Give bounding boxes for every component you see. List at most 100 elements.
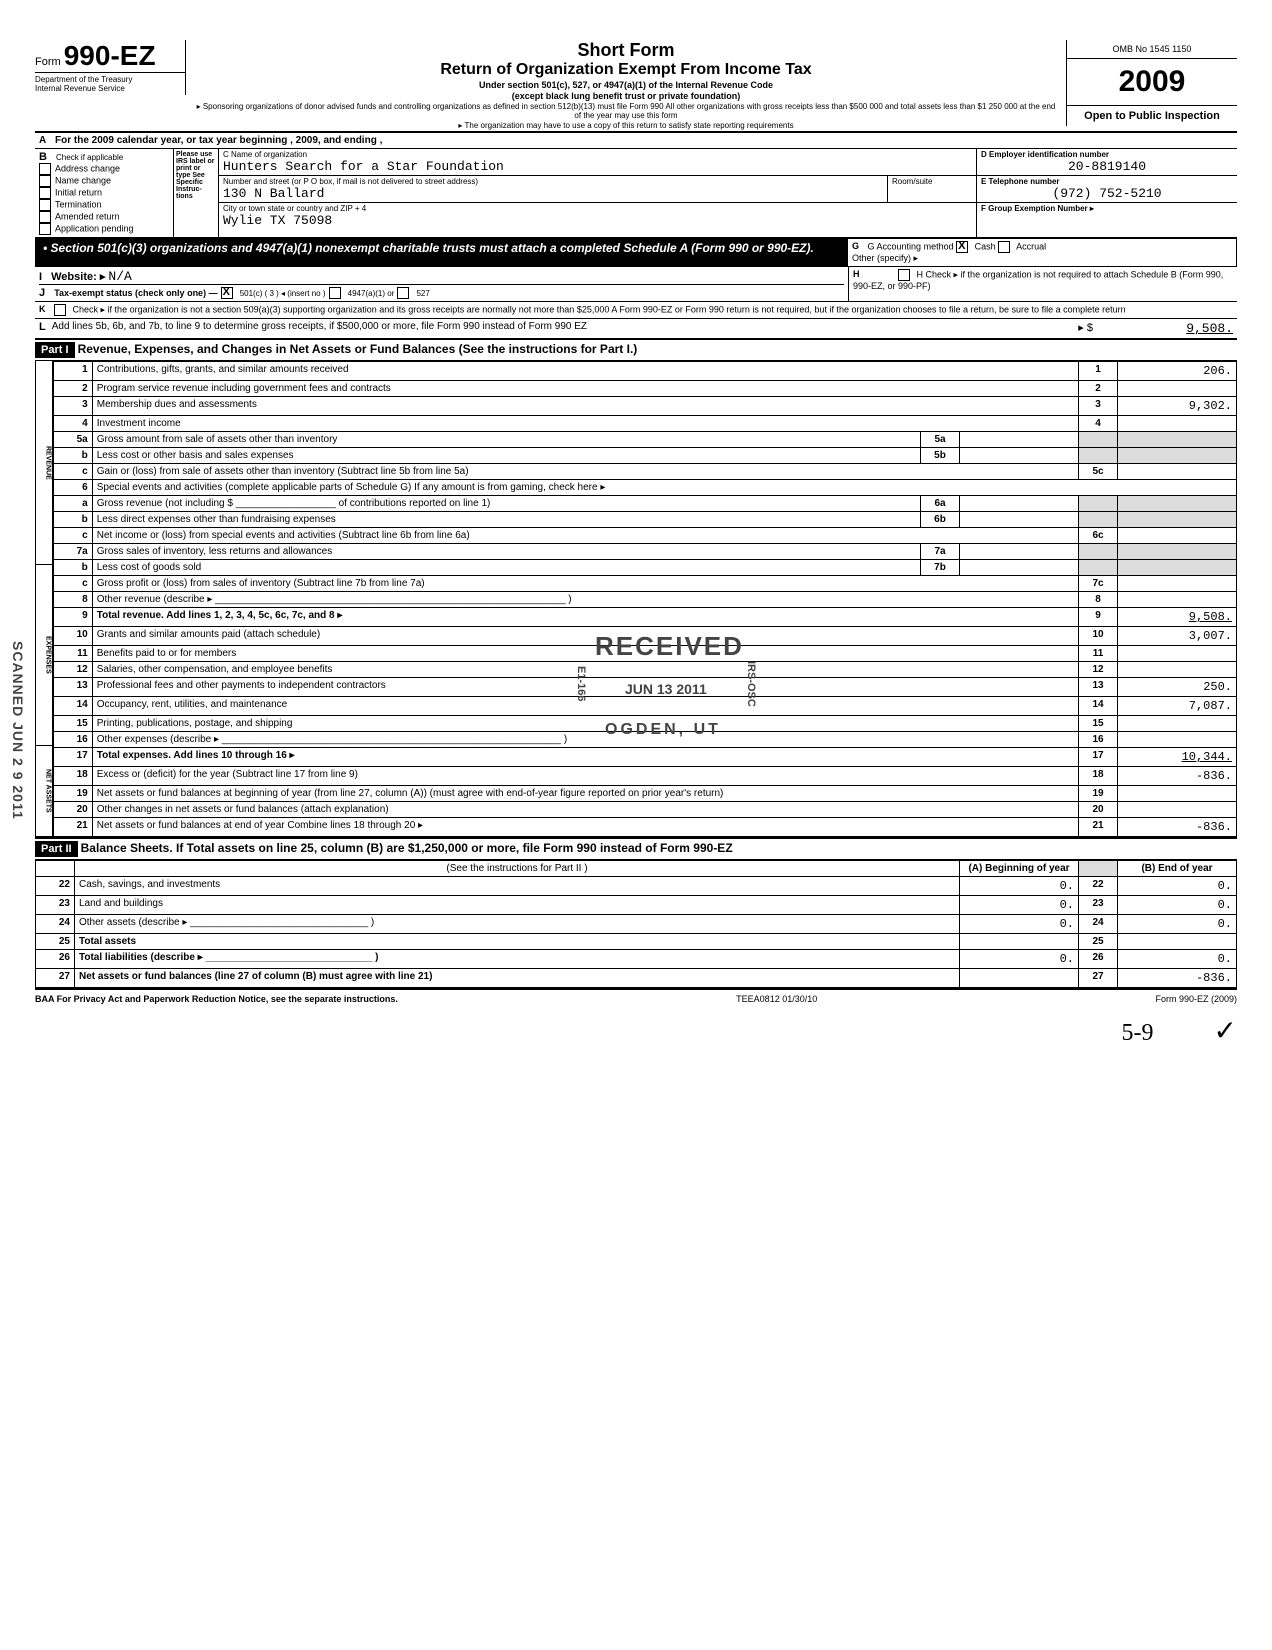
- line-text: Net assets or fund balances at end of ye…: [92, 818, 1078, 837]
- check-termination[interactable]: [39, 199, 51, 211]
- shade: [1118, 560, 1237, 576]
- line-number: b: [53, 448, 92, 464]
- line-box: 27: [1079, 969, 1118, 988]
- line-text: Net assets or fund balances (line 27 of …: [75, 969, 960, 988]
- line-number: b: [53, 512, 92, 528]
- label-j: J: [39, 287, 45, 299]
- check-accrual[interactable]: [998, 241, 1010, 253]
- col-b-amount: 0.: [1118, 877, 1237, 896]
- line-text: Gross revenue (not including $ _________…: [92, 496, 920, 512]
- line-box: 12: [1079, 662, 1118, 678]
- line-number: 27: [36, 969, 75, 988]
- line-number: 22: [36, 877, 75, 896]
- line-box: 22: [1079, 877, 1118, 896]
- line-number: 11: [53, 646, 92, 662]
- j-4947: 4947(a)(1) or: [348, 289, 395, 298]
- check-address-change[interactable]: [39, 163, 51, 175]
- label-h: H: [853, 269, 860, 279]
- line-amount: [1118, 786, 1237, 802]
- group-exempt-label: F Group Exemption Number ▸: [981, 204, 1233, 213]
- table-row: 8Other revenue (describe ▸ _____________…: [53, 592, 1236, 608]
- table-row: cNet income or (loss) from special event…: [53, 528, 1236, 544]
- shade: [1079, 512, 1118, 528]
- mid-box: 7b: [921, 560, 960, 576]
- table-row: 21Net assets or fund balances at end of …: [53, 818, 1236, 837]
- line-number: 4: [53, 416, 92, 432]
- part2-colB: (B) End of year: [1118, 861, 1237, 877]
- line-box: 24: [1079, 915, 1118, 934]
- col-b-amount: 0.: [1118, 950, 1237, 969]
- col-b-amount: [1118, 934, 1237, 950]
- table-row: 17Total expenses. Add lines 10 through 1…: [53, 748, 1236, 767]
- check-4947[interactable]: [329, 287, 341, 299]
- line-text: Total assets: [75, 934, 960, 950]
- line-box: 18: [1079, 767, 1118, 786]
- part1-title: Revenue, Expenses, and Changes in Net As…: [78, 342, 638, 356]
- line-amount: 7,087.: [1118, 697, 1237, 716]
- line-amount: 3,007.: [1118, 627, 1237, 646]
- mid-amount: [960, 560, 1079, 576]
- line-box: 10: [1079, 627, 1118, 646]
- mid-box: 7a: [921, 544, 960, 560]
- line-number: 1: [53, 362, 92, 381]
- small-note-2: ▸ The organization may have to use a cop…: [196, 121, 1056, 130]
- addr-label: Number and street (or P O box, if mail i…: [223, 177, 883, 186]
- check-amended[interactable]: [39, 211, 51, 223]
- label-i: I: [39, 271, 42, 283]
- check-527[interactable]: [397, 287, 409, 299]
- check-pending[interactable]: [39, 223, 51, 235]
- table-row: 4Investment income4: [53, 416, 1236, 432]
- k-text: Check ▸ if the organization is not a sec…: [73, 304, 1126, 314]
- col-a-amount: 0.: [960, 896, 1079, 915]
- line-text: Benefits paid to or for members: [92, 646, 1078, 662]
- line-box: 14: [1079, 697, 1118, 716]
- j-label: Tax-exempt status (check only one) —: [54, 288, 217, 298]
- line-number: 8: [53, 592, 92, 608]
- b-item-3: Termination: [55, 199, 102, 209]
- phone-val: (972) 752-5210: [981, 186, 1233, 201]
- part1-label: Part I: [35, 342, 75, 358]
- vert-netassets: NET ASSETS: [35, 746, 53, 837]
- line-amount: 9,508.: [1118, 608, 1237, 627]
- line-box: 8: [1079, 592, 1118, 608]
- shade: [1079, 496, 1118, 512]
- line-amount: 9,302.: [1118, 397, 1237, 416]
- line-text: Excess or (deficit) for the year (Subtra…: [92, 767, 1078, 786]
- line-text: Total liabilities (describe ▸ __________…: [75, 950, 960, 969]
- line-text: Salaries, other compensation, and employ…: [92, 662, 1078, 678]
- b-item-0: Address change: [55, 163, 120, 173]
- mid-box: 6b: [921, 512, 960, 528]
- col-b-amount: 0.: [1118, 896, 1237, 915]
- dept-treasury: Department of the Treasury: [35, 72, 185, 84]
- col-a-amount: 0.: [960, 915, 1079, 934]
- check-h[interactable]: [898, 269, 910, 281]
- line-box: 26: [1079, 950, 1118, 969]
- table-row: 22Cash, savings, and investments0.220.: [36, 877, 1237, 896]
- form-label: Form: [35, 56, 61, 68]
- line-number: c: [53, 464, 92, 480]
- label-k: K: [39, 304, 46, 314]
- addr-val: 130 N Ballard: [223, 186, 883, 201]
- mid-amount: [960, 544, 1079, 560]
- check-k[interactable]: [54, 304, 66, 316]
- website-val: N/A: [108, 269, 131, 284]
- table-row: 2Program service revenue including gover…: [53, 381, 1236, 397]
- small-note-1: ▸ Sponsoring organizations of donor advi…: [196, 102, 1056, 120]
- line-number: 21: [53, 818, 92, 837]
- table-row: 20Other changes in net assets or fund ba…: [53, 802, 1236, 818]
- line-box: 20: [1079, 802, 1118, 818]
- shade: [1079, 432, 1118, 448]
- g-acct-method: G Accounting method: [868, 241, 954, 251]
- line-box: 4: [1079, 416, 1118, 432]
- line-text: Other expenses (describe ▸ _____________…: [92, 732, 1078, 748]
- return-title: Return of Organization Exempt From Incom…: [196, 61, 1056, 79]
- footer-baa: BAA For Privacy Act and Paperwork Reduct…: [35, 994, 398, 1004]
- check-initial-return[interactable]: [39, 187, 51, 199]
- check-501c[interactable]: [221, 287, 233, 299]
- check-name-change[interactable]: [39, 175, 51, 187]
- part2-title: Balance Sheets. If Total assets on line …: [81, 841, 733, 855]
- check-cash[interactable]: [956, 241, 968, 253]
- part2-instr: (See the instructions for Part II ): [75, 861, 960, 877]
- line-number: c: [53, 576, 92, 592]
- line-box: 25: [1079, 934, 1118, 950]
